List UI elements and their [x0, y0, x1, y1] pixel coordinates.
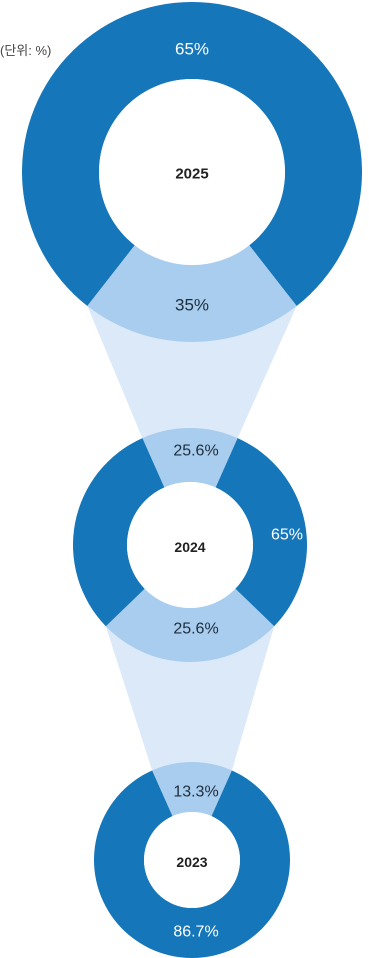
slice-label-2025-2: 35%: [175, 296, 209, 315]
slice-2023-2: [94, 770, 290, 958]
slice-label-2023-1: 13.3%: [173, 784, 218, 801]
slice-2025-2: [87, 245, 297, 343]
donut-hole-2023: [144, 812, 240, 908]
unit-label: (단위: %): [0, 43, 52, 58]
slice-label-2024-2: 65%: [271, 527, 303, 544]
slice-2024-2: [215, 438, 307, 627]
donut-rings: [21, 1, 362, 958]
donut-hole-2024: [127, 482, 253, 608]
slice-2023-1: [152, 762, 232, 817]
year-label-2025: 2025: [175, 166, 208, 183]
slice-2024-4: [73, 438, 165, 627]
slice-label-2024-1: 25.6%: [173, 443, 218, 460]
year-label-2023: 2023: [176, 854, 207, 870]
slice-2024-3: [105, 588, 275, 662]
donut-hole-2025: [99, 79, 285, 265]
slice-2024-1: [142, 427, 238, 488]
slice-label-2023-2: 86.7%: [173, 924, 218, 941]
donut-labels: 65% 35% 2025 25.6% 65% 25.6% 2024 13.3% 86.7% 202…: [173, 40, 303, 941]
slice-label-2025-1: 65%: [175, 40, 209, 59]
slice-label-2024-3: 25.6%: [173, 621, 218, 638]
connectors: [87, 305, 297, 771]
connector-2025-2024: [87, 305, 297, 439]
connector-2024-2023: [105, 626, 275, 771]
slice-2025-1: [21, 1, 362, 306]
year-label-2024: 2024: [174, 539, 205, 555]
